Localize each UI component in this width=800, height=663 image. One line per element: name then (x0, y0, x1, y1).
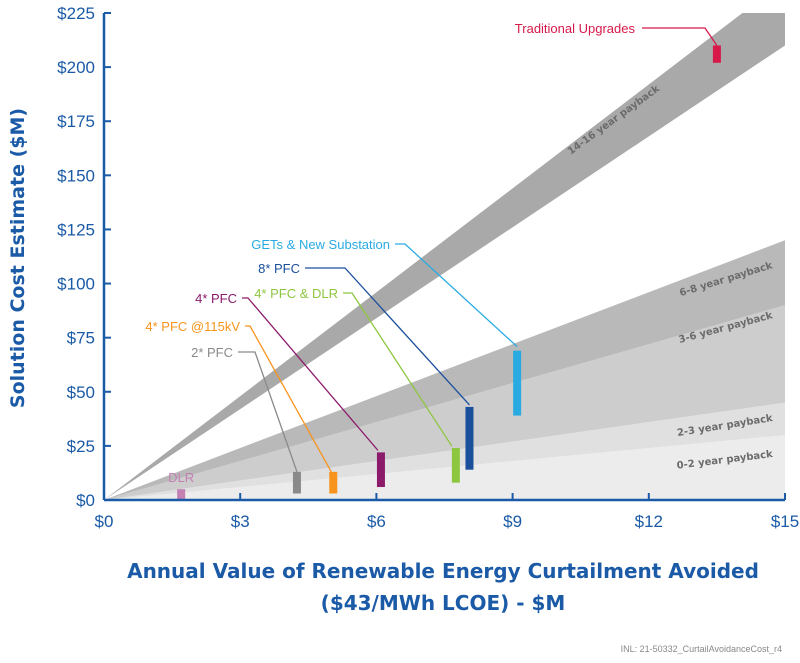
solution-label: 8* PFC (258, 261, 300, 276)
leader-line (642, 27, 718, 46)
x-axis-label: Annual Value of Renewable Energy Curtail… (127, 559, 759, 583)
y-tick-label: $50 (67, 383, 95, 402)
bar-traditional-upgrades (712, 45, 721, 63)
leader-line (343, 292, 453, 447)
band-6-8-year-payback (104, 240, 785, 500)
x-axis-label-line2: ($43/MWh LCOE) - $M (321, 591, 566, 615)
bar-4-pfc-115kv (329, 471, 338, 494)
leader-line (242, 297, 379, 451)
solution-label: 4* PFC & DLR (254, 286, 338, 301)
bar-8-pfc (465, 406, 474, 470)
x-tick-label: $9 (503, 512, 522, 531)
x-tick-label: $3 (231, 512, 250, 531)
y-tick-label: $125 (57, 220, 95, 239)
leader-line (238, 351, 298, 473)
x-tick-label: $6 (367, 512, 386, 531)
solution-label: 2* PFC (191, 345, 233, 360)
y-tick-label: $200 (57, 58, 95, 77)
tick-labels: $0 $25 $50 $75 $100 $125 $150 $175 $200 $225 $0 $3 $… (57, 4, 799, 531)
leader-line (395, 243, 518, 348)
leader-lines (238, 27, 718, 473)
bar-2-pfc (292, 471, 301, 494)
y-tick-label: $150 (57, 166, 95, 185)
solution-label: DLR (168, 470, 194, 485)
x-tick-label: $15 (771, 512, 799, 531)
solution-labels: DLR 2* PFC 4* PFC @115kV 4* PFC 4* PFC & DLR… (145, 21, 635, 485)
y-tick-label: $0 (76, 491, 95, 510)
solution-label: 4* PFC @115kV (145, 319, 240, 334)
y-axis-label: Solution Cost Estimate ($M) (7, 108, 29, 408)
band-2-3-year-payback (104, 402, 785, 500)
solution-label: GETs & New Substation (251, 237, 390, 252)
solution-label: 4* PFC (195, 291, 237, 306)
leader-line (305, 267, 470, 406)
y-tick-label: $25 (67, 437, 95, 456)
band-0-2-year-payback (104, 435, 785, 500)
bar-gets-new-substation (513, 350, 522, 416)
y-tick-label: $100 (57, 275, 95, 294)
leader-line (245, 325, 332, 473)
solution-bars (177, 45, 721, 500)
y-tick-label: $75 (67, 329, 95, 348)
band-14-16-year-payback (104, 13, 785, 500)
bar-4-pfc-dlr (451, 448, 460, 483)
solution-label: Traditional Upgrades (515, 21, 636, 36)
y-tick-label: $225 (57, 4, 95, 23)
axes (102, 12, 786, 502)
y-tick-label: $175 (57, 112, 95, 131)
bar-dlr (177, 489, 186, 500)
bar-4-pfc (376, 452, 385, 488)
payback-bands (104, 13, 785, 500)
x-tick-label: $0 (95, 512, 114, 531)
x-tick-label: $12 (635, 512, 663, 531)
footnote: INL: 21-50332_CurtailAvoidanceCost_r4 (621, 644, 782, 654)
